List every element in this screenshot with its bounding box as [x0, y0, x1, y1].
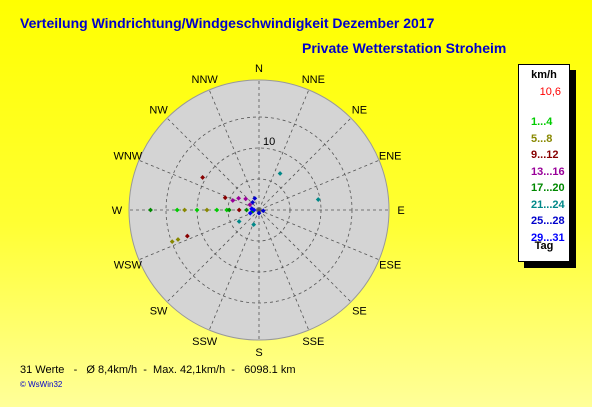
data-point	[174, 207, 180, 213]
data-point	[252, 195, 258, 201]
ring-label: 10	[263, 136, 275, 148]
rose-spoke	[138, 209, 260, 261]
data-point	[169, 239, 175, 244]
data-point	[222, 195, 228, 201]
direction-label: SSW	[192, 336, 218, 348]
rose-spoke	[258, 209, 352, 303]
data-point	[224, 207, 230, 213]
legend-footer-label: Tag	[534, 240, 554, 252]
data-point	[236, 207, 242, 213]
direction-label: NNE	[302, 74, 325, 86]
data-point	[256, 210, 262, 216]
data-point	[184, 233, 190, 239]
data-point	[236, 195, 241, 201]
legend: km/h 10,6 1...4 5...8 9...12 13...16 17...20…	[518, 64, 570, 262]
legend-entry: 5...8	[531, 132, 553, 145]
direction-label: SSE	[302, 336, 324, 348]
direction-label: WSW	[114, 259, 143, 271]
rose-spoke	[258, 209, 380, 261]
chart-title: Verteilung Windrichtung/Windgeschwindigk…	[20, 15, 435, 31]
data-point	[277, 171, 283, 176]
data-point	[200, 175, 206, 180]
direction-label: NE	[352, 105, 367, 117]
legend-entry: 21...24	[531, 198, 565, 211]
chart-subtitle: Private Wetterstation Stroheim	[302, 40, 507, 56]
data-point	[247, 202, 253, 208]
data-point	[249, 206, 255, 212]
legend-entry: 17...20	[531, 182, 565, 194]
data-point	[148, 207, 153, 213]
data-point	[244, 207, 249, 213]
rose-spoke	[138, 159, 260, 211]
direction-label: W	[112, 205, 123, 217]
direction-label: ESE	[379, 259, 401, 271]
data-point	[315, 197, 321, 202]
direction-label: E	[397, 205, 404, 217]
data-point	[236, 219, 242, 224]
legend-entry: 25...28	[531, 215, 565, 227]
legend-entry: 29...31	[531, 231, 565, 244]
direction-label: S	[255, 347, 262, 359]
data-point	[247, 210, 253, 216]
rose-spoke	[208, 89, 260, 211]
data-point	[251, 222, 257, 227]
data-point	[204, 207, 210, 213]
rose-spoke	[258, 209, 310, 331]
rose-spoke	[258, 89, 310, 211]
data-point	[182, 207, 187, 213]
data-point	[175, 237, 181, 242]
direction-label: ENE	[379, 151, 402, 163]
rose-spoke	[166, 117, 260, 211]
direction-label: SE	[352, 305, 367, 317]
data-point	[226, 207, 232, 213]
direction-label: SW	[150, 305, 168, 317]
direction-label: NW	[149, 105, 168, 117]
legend-entry: 1...4	[531, 116, 553, 128]
rose-spoke	[208, 209, 260, 331]
direction-label: N	[255, 63, 263, 75]
legend-entry: 9...12	[531, 149, 559, 161]
data-point	[243, 196, 249, 202]
direction-label: WNW	[113, 151, 142, 163]
rose-spoke	[258, 159, 380, 211]
stats-footer: 31 Werte - Ø 8,4km/h - Max. 42,1km/h - 6…	[20, 364, 296, 376]
data-point	[194, 207, 200, 213]
rose-spoke	[166, 209, 260, 303]
software-credit: © WsWin32	[20, 380, 63, 389]
data-point	[260, 208, 266, 214]
legend-unit: km/h	[531, 69, 557, 81]
legend-average: 10,6	[539, 86, 561, 98]
data-point	[214, 207, 220, 213]
legend-entry: 13...16	[531, 165, 565, 178]
data-point	[250, 200, 256, 205]
direction-label: NNW	[192, 74, 219, 86]
rose-spoke	[258, 117, 352, 211]
data-point	[230, 198, 236, 203]
